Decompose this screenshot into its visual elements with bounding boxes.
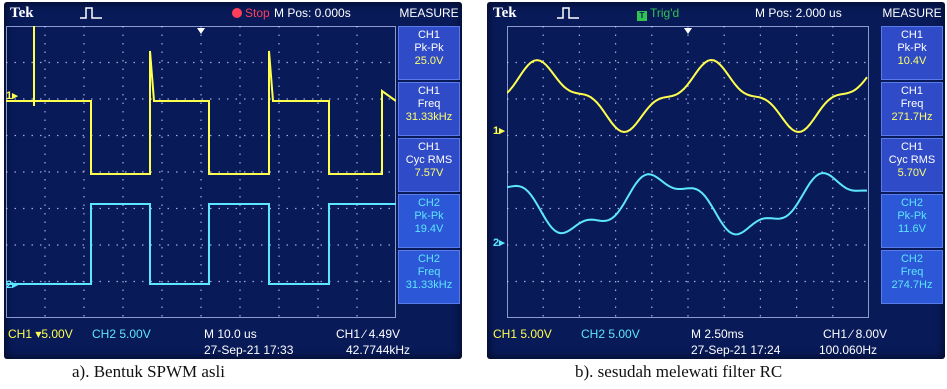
measure-channel: CH1 <box>900 141 923 153</box>
oscilloscope-screen-a: Tek Stop M Pos: 0.000s 1▸ 2▸ MEASURE CH1… <box>4 2 462 359</box>
measure-box-3[interactable]: CH1 Cyc RMS 7.57V <box>398 138 460 192</box>
stop-icon <box>232 8 242 18</box>
measure-label: Cyc RMS <box>405 154 453 166</box>
measure-box-2[interactable]: CH1 Freq 31.33kHz <box>398 82 460 136</box>
measure-label: Pk-Pk <box>414 42 444 54</box>
ch1-waveform <box>507 58 868 134</box>
measure-channel: CH2 <box>900 253 923 265</box>
status-text: Stop <box>245 6 270 20</box>
trigger-frequency: 42.7744kHz <box>346 343 411 357</box>
measure-value: 5.70V <box>897 167 927 179</box>
status-indicator: T Trig'd <box>637 2 679 24</box>
graticule-border <box>6 26 396 318</box>
measure-value: 19.4V <box>414 223 444 235</box>
measure-box-2[interactable]: CH1 Freq 271.7Hz <box>881 82 943 136</box>
measure-channel: CH2 <box>417 253 440 265</box>
measure-channel: CH1 <box>417 29 440 41</box>
scope-a-topbar: Tek Stop M Pos: 0.000s <box>4 2 462 24</box>
measure-label: Pk-Pk <box>897 210 927 222</box>
ch1-ground-marker: 1▸ <box>6 90 18 102</box>
trigger-icon: T <box>637 11 647 21</box>
measure-label: Freq <box>417 266 441 278</box>
measure-panel-a: MEASURE CH1 Pk-Pk 25.0V CH1 Freq 31.33kH… <box>398 6 460 357</box>
measure-box-4[interactable]: CH2 Pk-Pk 11.6V <box>881 194 943 248</box>
measure-value: 274.7Hz <box>891 279 933 291</box>
ch2-waveform <box>507 172 868 236</box>
acquisition-icon <box>80 5 102 27</box>
m-pos-readout: M Pos: 2.000 us <box>755 6 842 20</box>
ch2-waveform <box>6 203 396 285</box>
measure-channel: CH1 <box>417 85 440 97</box>
trigger-level: CH1 ∕ 4.49V <box>336 327 401 341</box>
measure-channel: CH2 <box>900 197 923 209</box>
measure-value: 31.33kHz <box>405 279 453 291</box>
ch2-ground-marker: 2▸ <box>6 279 18 291</box>
caption-a: a). Bentuk SPWM asli <box>72 362 225 381</box>
waveform-grid-b <box>507 26 869 318</box>
measure-channel: CH1 <box>417 141 440 153</box>
measure-panel-b: MEASURE CH1 Pk-Pk 10.4V CH1 Freq 271.7Hz… <box>881 6 943 357</box>
datetime: 27-Sep-21 17:24 <box>691 343 781 357</box>
ch2-ground-marker: 2▸ <box>493 237 505 249</box>
waveform-grid-a <box>6 26 396 318</box>
caption-b: b). sesudah melewati filter RC <box>575 362 783 381</box>
measure-box-4[interactable]: CH2 Pk-Pk 19.4V <box>398 194 460 248</box>
acquisition-icon <box>557 5 579 27</box>
ch1-ground-marker: 1▸ <box>493 125 505 137</box>
status-indicator: Stop <box>232 2 270 24</box>
ch1-waveform <box>6 50 396 175</box>
graticule-border <box>507 26 869 318</box>
measure-label: Pk-Pk <box>897 42 927 54</box>
measure-box-3[interactable]: CH1 Cyc RMS 5.70V <box>881 138 943 192</box>
measure-box-1[interactable]: CH1 Pk-Pk 25.0V <box>398 26 460 80</box>
measure-value: 10.4V <box>897 55 927 67</box>
timebase: M 10.0 us <box>204 327 257 341</box>
measure-value: 31.33kHz <box>405 111 453 123</box>
measure-label: Freq <box>417 98 441 110</box>
waveform-plot-a <box>6 26 396 318</box>
timebase: M 2.50ms <box>691 327 744 341</box>
status-text: Trig'd <box>650 6 680 20</box>
datetime: 27-Sep-21 17:33 <box>204 343 294 357</box>
measure-box-1[interactable]: CH1 Pk-Pk 10.4V <box>881 26 943 80</box>
trigger-frequency: 100.060Hz <box>819 343 878 357</box>
measure-channel: CH2 <box>417 197 440 209</box>
trigger-position-icon <box>197 28 205 34</box>
measure-value: 7.57V <box>414 167 444 179</box>
measure-label: Freq <box>900 98 924 110</box>
m-pos-readout: M Pos: 0.000s <box>274 6 351 20</box>
measure-label: Cyc RMS <box>888 154 936 166</box>
brand-label: Tek <box>10 5 34 21</box>
ch2-scale: CH2 5.00V <box>581 327 640 341</box>
brand-label: Tek <box>493 5 517 21</box>
trigger-level: CH1 ∕ 8.00V <box>823 327 888 341</box>
measure-value: 11.6V <box>898 223 926 235</box>
scope-a-bottombar: CH1 ▾5.00V CH2 5.00V M 10.0 us CH1 ∕ 4.4… <box>4 325 462 359</box>
scope-b-topbar: Tek T Trig'd M Pos: 2.000 us <box>487 2 945 24</box>
measure-label: Pk-Pk <box>414 210 444 222</box>
measure-box-5[interactable]: CH2 Freq 31.33kHz <box>398 250 460 304</box>
measure-value: 25.0V <box>414 55 444 67</box>
ch1-scale: CH1 ▾5.00V <box>8 327 73 341</box>
scope-b-bottombar: CH1 5.00V CH2 5.00V M 2.50ms CH1 ∕ 8.00V… <box>487 325 945 359</box>
trigger-position-icon <box>684 28 692 34</box>
measure-header: MEASURE <box>882 6 942 20</box>
measure-channel: CH1 <box>900 85 923 97</box>
measure-box-5[interactable]: CH2 Freq 274.7Hz <box>881 250 943 304</box>
measure-value: 271.7Hz <box>891 111 933 123</box>
measure-header: MEASURE <box>399 6 459 20</box>
ch1-scale: CH1 5.00V <box>493 327 552 341</box>
waveform-plot-b <box>507 26 869 318</box>
oscilloscope-screen-b: Tek T Trig'd M Pos: 2.000 us 1▸ 2▸ MEASUR… <box>487 2 945 359</box>
measure-channel: CH1 <box>900 29 923 41</box>
ch2-scale: CH2 5.00V <box>92 327 151 341</box>
measure-label: Freq <box>900 266 924 278</box>
